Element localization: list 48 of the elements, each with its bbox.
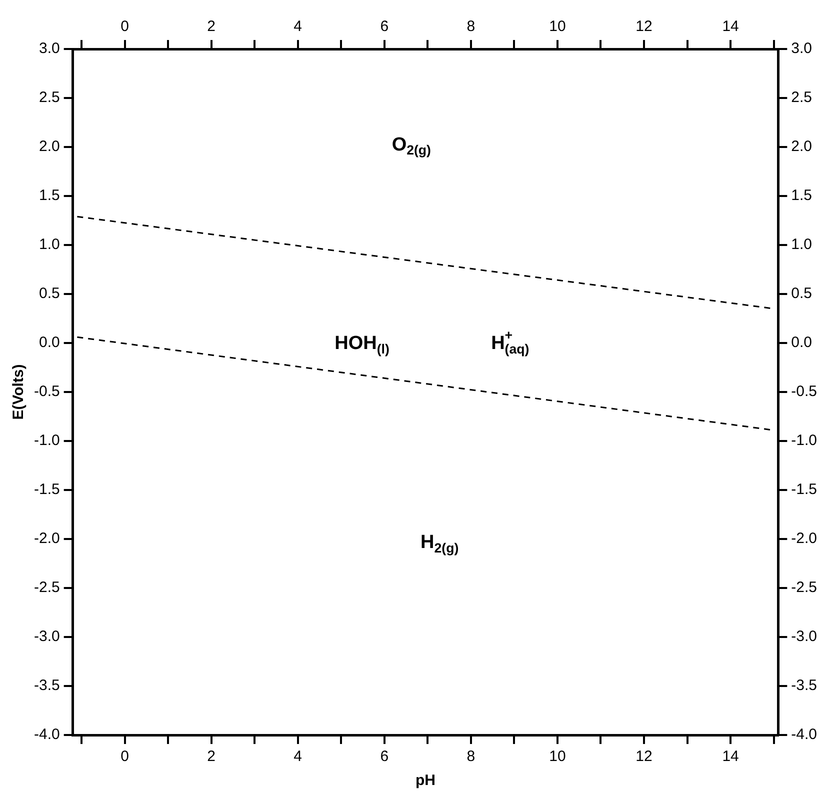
y-tick-label: 2.0 bbox=[38, 138, 60, 156]
x-tick-label: 6 bbox=[380, 748, 389, 766]
y2-tick-label: 0.0 bbox=[791, 334, 812, 352]
y-tick-label: -3.0 bbox=[34, 628, 60, 646]
x2-tick-label: 14 bbox=[722, 18, 739, 36]
x-tick-label: 2 bbox=[207, 748, 216, 766]
y2-tick-label: -4.0 bbox=[791, 726, 818, 744]
x2-tick-label: 10 bbox=[549, 18, 566, 36]
y-tick-label: 0.0 bbox=[38, 334, 60, 352]
x2-tick-label: 4 bbox=[294, 18, 302, 36]
x-tick-label: 4 bbox=[294, 748, 302, 766]
y2-tick-label: -0.5 bbox=[791, 383, 818, 400]
x2-tick-label: 0 bbox=[120, 18, 129, 36]
x-tick-label: 14 bbox=[722, 748, 739, 766]
y2-tick-label: -3.0 bbox=[791, 628, 818, 646]
y2-tick-label: -1.5 bbox=[791, 481, 818, 498]
x-tick-label: 10 bbox=[549, 748, 566, 766]
y-tick-label: -1.0 bbox=[34, 432, 60, 450]
y2-tick-label: -3.5 bbox=[791, 677, 818, 694]
y2-tick-label: 2.0 bbox=[791, 138, 812, 156]
x-axis-title: pH bbox=[416, 772, 436, 790]
y-tick-label: 1.0 bbox=[38, 236, 60, 254]
y-tick-label: -1.5 bbox=[34, 481, 60, 498]
y-tick-label: -4.0 bbox=[34, 726, 60, 744]
y-tick-label: -2.5 bbox=[34, 579, 60, 596]
x-tick-label: 8 bbox=[466, 748, 476, 766]
y2-tick-label: 1.0 bbox=[791, 236, 812, 254]
x-tick-label: 0 bbox=[120, 748, 129, 766]
y-tick-label: -0.5 bbox=[34, 383, 60, 400]
y2-tick-label: 0.5 bbox=[791, 285, 812, 302]
y2-tick-label: 1.5 bbox=[791, 187, 812, 204]
y-tick-label: -2.0 bbox=[34, 530, 60, 548]
y2-tick-label: -2.5 bbox=[791, 579, 818, 596]
x2-tick-label: 2 bbox=[207, 18, 216, 36]
y-tick-label: -3.5 bbox=[34, 677, 60, 694]
y-axis-title: E(Volts) bbox=[10, 364, 28, 420]
y-tick-label: 3.0 bbox=[38, 40, 60, 58]
y2-tick-label: 2.5 bbox=[791, 89, 812, 106]
y-tick-label: 2.5 bbox=[38, 89, 60, 106]
y-tick-label: 1.5 bbox=[38, 187, 60, 204]
y2-tick-label: 3.0 bbox=[791, 40, 812, 58]
x2-tick-label: 6 bbox=[380, 18, 389, 36]
x-tick-label: 12 bbox=[636, 748, 652, 766]
x2-tick-label: 12 bbox=[636, 18, 652, 36]
x2-tick-label: 8 bbox=[466, 18, 476, 36]
y2-tick-label: -2.0 bbox=[791, 530, 818, 548]
y2-tick-label: -1.0 bbox=[791, 432, 818, 450]
y-tick-label: 0.5 bbox=[38, 285, 60, 302]
